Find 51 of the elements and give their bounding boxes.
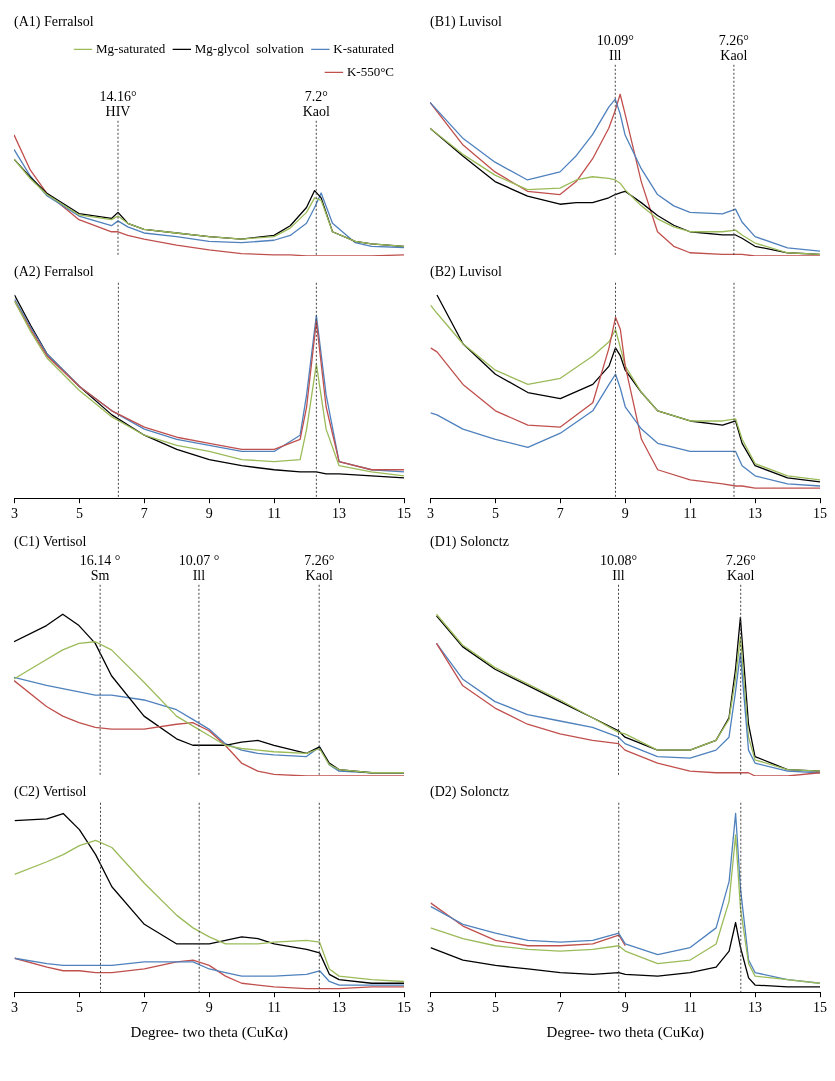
x-tick-label: 5 xyxy=(75,1000,83,1016)
x-tick-label: 9 xyxy=(621,1000,629,1016)
chart-title: (A2) Ferralsol xyxy=(14,264,94,281)
x-tick-label: 7 xyxy=(140,506,148,522)
x-tick-label: 3 xyxy=(11,1000,18,1016)
chart-title: (B2) Luvisol xyxy=(430,264,503,281)
x-tick-label: 13 xyxy=(332,1000,347,1016)
ref-line-label: 7.26° Kaol xyxy=(725,552,756,583)
x-axis-title: Degree- two theta (CuKα) xyxy=(546,1023,704,1041)
chart-title: (D2) Solonctz xyxy=(430,784,509,801)
x-tick-label: 11 xyxy=(683,1000,697,1016)
ref-line-label: 14.16° HIV xyxy=(99,88,137,119)
ref-line-label: 16.14 ° Sm xyxy=(79,552,121,583)
legend-label: K-550°C xyxy=(346,63,395,79)
x-axis-title: Degree- two theta (CuKα) xyxy=(130,1023,288,1041)
x-tick-label: 3 xyxy=(427,506,434,522)
x-tick-label: 7 xyxy=(556,506,564,522)
x-tick-label: 11 xyxy=(267,1000,281,1016)
x-tick-label: 5 xyxy=(491,1000,499,1016)
x-tick-label: 7 xyxy=(140,1000,148,1016)
x-tick-label: 11 xyxy=(267,506,281,522)
ref-line-label: 7.26° Kaol xyxy=(718,32,749,63)
x-tick-label: 5 xyxy=(75,506,83,522)
legend-label: K-saturated xyxy=(333,40,395,56)
chart-title: (D1) Solonctz xyxy=(430,534,509,551)
ref-line-label: 7.26° Kaol xyxy=(304,552,335,583)
x-tick-label: 3 xyxy=(427,1000,434,1016)
x-tick-label: 15 xyxy=(813,1000,827,1016)
legend-label: Mg-saturated xyxy=(96,40,166,56)
ref-line-label: 10.07 ° Ill xyxy=(178,552,220,583)
x-tick-label: 15 xyxy=(397,506,411,522)
chart-title: (C1) Vertisol xyxy=(14,534,87,551)
x-tick-label: 15 xyxy=(813,506,827,522)
chart-title: (B1) Luvisol xyxy=(430,14,503,31)
x-tick-label: 3 xyxy=(11,506,18,522)
x-tick-label: 9 xyxy=(205,1000,213,1016)
ref-line-label: 7.2° Kaol xyxy=(302,88,330,119)
x-tick-label: 13 xyxy=(332,506,347,522)
x-tick-label: 9 xyxy=(621,506,629,522)
x-tick-label: 7 xyxy=(556,1000,564,1016)
ref-line-label: 10.09° Ill xyxy=(596,32,634,63)
x-tick-label: 15 xyxy=(397,1000,411,1016)
legend-label: Mg-glycol solvation xyxy=(194,40,305,56)
x-tick-label: 5 xyxy=(491,506,499,522)
chart-title: (A1) Ferralsol xyxy=(14,14,94,31)
x-tick-label: 13 xyxy=(748,1000,763,1016)
x-tick-label: 11 xyxy=(683,506,697,522)
ref-line-label: 10.08° Ill xyxy=(599,552,638,583)
x-tick-label: 9 xyxy=(205,506,213,522)
chart-title: (C2) Vertisol xyxy=(14,784,87,801)
x-tick-label: 13 xyxy=(748,506,763,522)
